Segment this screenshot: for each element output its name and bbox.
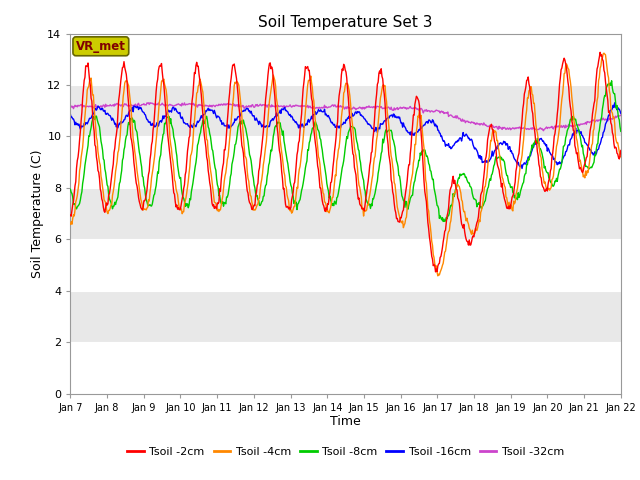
X-axis label: Time: Time (330, 415, 361, 429)
Title: Soil Temperature Set 3: Soil Temperature Set 3 (259, 15, 433, 30)
Bar (70, 136, 621, 188)
Bar (70, 34, 621, 85)
Bar (70, 188, 621, 240)
Bar (70, 291, 621, 342)
Bar (70, 85, 621, 136)
Bar (70, 342, 621, 394)
Text: VR_met: VR_met (76, 40, 126, 53)
Legend: Tsoil -2cm, Tsoil -4cm, Tsoil -8cm, Tsoil -16cm, Tsoil -32cm: Tsoil -2cm, Tsoil -4cm, Tsoil -8cm, Tsoi… (123, 443, 568, 461)
Y-axis label: Soil Temperature (C): Soil Temperature (C) (31, 149, 44, 278)
Bar (70, 240, 621, 291)
